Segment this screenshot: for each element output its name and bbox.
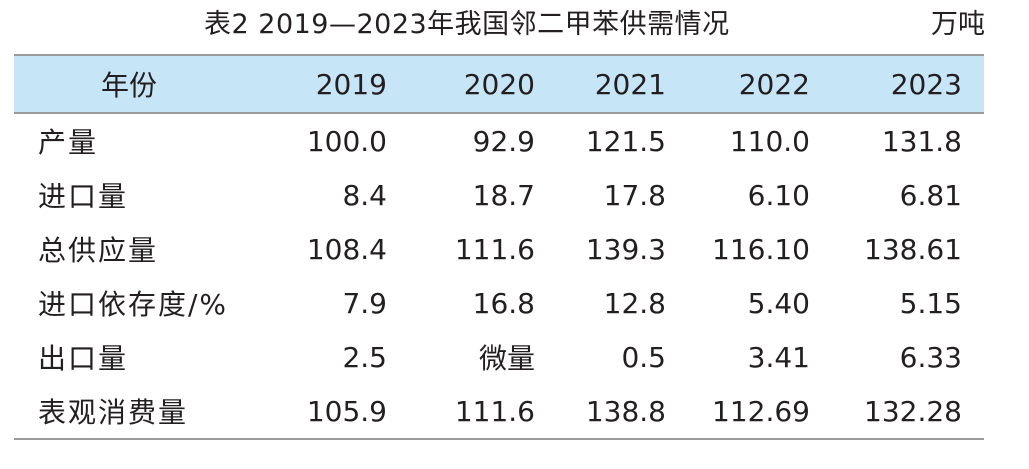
- table-cell: 116.10: [712, 232, 810, 266]
- table-cell: 3.41: [747, 340, 810, 374]
- table-cell: 108.4: [306, 232, 387, 266]
- table-cell: 6.33: [899, 340, 962, 374]
- row-label-apparent-consumption: 表观消费量: [14, 384, 244, 440]
- header-year-label: 年份: [14, 54, 244, 114]
- supply-demand-table: 年份 2019 2020 2021 2022 2023 产量 100.0 92.…: [14, 54, 984, 440]
- table-cell: 8.4: [342, 178, 387, 212]
- table-cell: 111.6: [454, 232, 535, 266]
- unit-label: 万吨: [931, 9, 985, 40]
- table-cell: 16.8: [472, 286, 535, 320]
- header-2019: 2019: [244, 54, 387, 114]
- table-cell: 5.40: [747, 286, 810, 320]
- header-2021: 2021: [535, 54, 666, 114]
- header-2022: 2022: [666, 54, 810, 114]
- table-cell: 6.81: [899, 178, 962, 212]
- table-cell: 2.5: [342, 340, 387, 374]
- table-cell: 138.8: [535, 384, 666, 440]
- table-cell: 17.8: [603, 178, 666, 212]
- table-title: 表2 2019—2023年我国邻二甲苯供需情况: [204, 9, 730, 40]
- table-cell: 100.0: [306, 124, 387, 158]
- table-row: 总供应量 108.4 111.6 139.3 116.10 138.61: [14, 222, 984, 276]
- table-header-row: 年份 2019 2020 2021 2022 2023: [14, 54, 984, 114]
- table-row: 产量 100.0 92.9 121.5 110.0 131.8: [14, 113, 984, 168]
- table-cell: 132.28: [810, 384, 984, 440]
- table-cell: 5.15: [899, 286, 962, 320]
- table-caption: 表2 2019—2023年我国邻二甲苯供需情况 万吨: [0, 6, 1029, 46]
- row-label-production: 产量: [38, 126, 99, 159]
- header-2023: 2023: [810, 54, 984, 114]
- row-label-total-supply: 总供应量: [38, 234, 159, 267]
- table-row: 进口依存度/% 7.9 16.8 12.8 5.40 5.15: [14, 276, 984, 330]
- table-row: 出口量 2.5 微量 0.5 3.41 6.33: [14, 330, 984, 384]
- table-cell: 139.3: [585, 232, 666, 266]
- table-cell: 微量: [478, 342, 535, 375]
- table-cell: 112.69: [666, 384, 810, 440]
- table-cell: 111.6: [387, 384, 535, 440]
- header-2020: 2020: [387, 54, 535, 114]
- table-cell: 7.9: [342, 286, 387, 320]
- table-cell: 131.8: [881, 124, 962, 158]
- table-cell: 18.7: [472, 178, 535, 212]
- table-cell: 92.9: [472, 124, 535, 158]
- row-label-imports: 进口量: [38, 180, 129, 213]
- table-cell: 138.61: [864, 232, 962, 266]
- table-cell: 121.5: [585, 124, 666, 158]
- table-cell: 12.8: [603, 286, 666, 320]
- table-cell: 6.10: [747, 178, 810, 212]
- row-label-import-dependency: 进口依存度/%: [38, 288, 229, 321]
- table-row: 进口量 8.4 18.7 17.8 6.10 6.81: [14, 168, 984, 222]
- table-row: 表观消费量 105.9 111.6 138.8 112.69 132.28: [14, 384, 984, 440]
- row-label-exports: 出口量: [38, 342, 129, 375]
- table-cell: 110.0: [729, 124, 810, 158]
- table-cell: 0.5: [621, 340, 666, 374]
- table-cell: 105.9: [244, 384, 387, 440]
